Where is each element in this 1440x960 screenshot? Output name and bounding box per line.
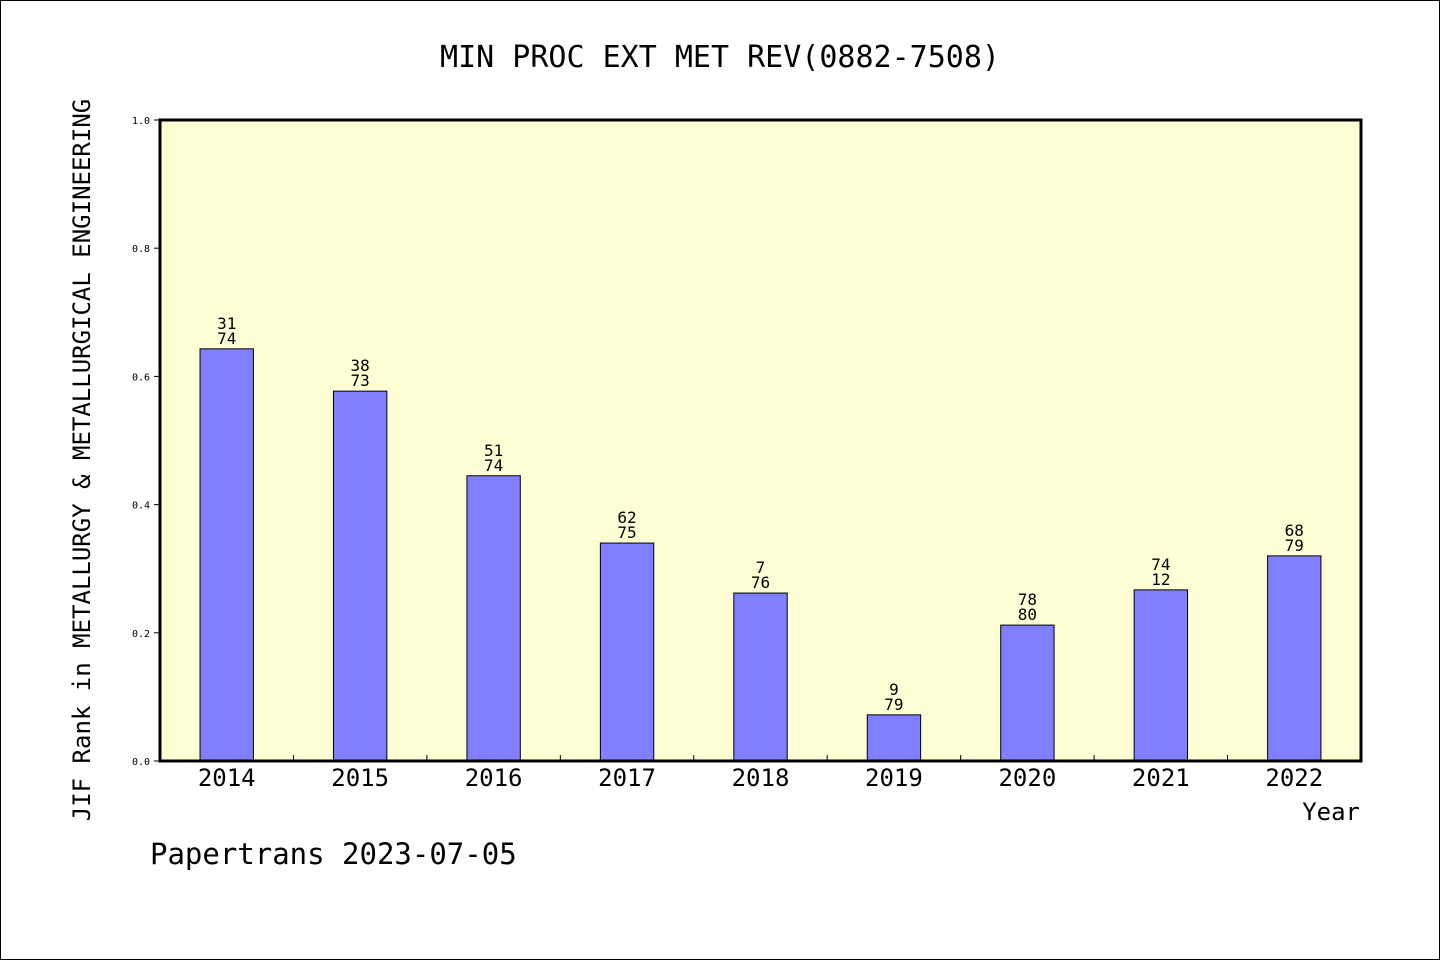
x-tick-label: 2017 (598, 764, 656, 792)
x-tick-label: 2021 (1132, 764, 1190, 792)
bar-label-total: 74 (484, 456, 503, 475)
bar-label-rank: 31 (217, 314, 236, 333)
bar-2017 (599, 542, 655, 762)
x-tick-label: 2015 (331, 764, 389, 792)
x-tick-label: 2020 (998, 764, 1056, 792)
bar-label-rank: 68 (1285, 521, 1304, 540)
bar-2022 (1267, 555, 1322, 762)
bar-2020 (1000, 624, 1055, 762)
bar-label-total: 74 (217, 329, 236, 348)
bar-label-total: 76 (751, 573, 770, 592)
x-tick-label: 2014 (198, 764, 256, 792)
y-tick-label: 0.8 (132, 244, 150, 255)
footer-credit: Papertrans 2023-07-05 (150, 837, 517, 871)
bar-label-total: 79 (1285, 536, 1304, 555)
bar-2019 (866, 714, 922, 762)
x-tick-label: 2019 (865, 764, 923, 792)
bar-label-rank: 78 (1018, 590, 1037, 609)
y-tick-label: 1.0 (132, 116, 150, 127)
y-tick-label: 0.4 (132, 501, 150, 512)
y-axis-label: JIF Rank in METALLURGY & METALLURGICAL E… (68, 99, 96, 821)
x-tick-label: 2022 (1265, 764, 1323, 792)
y-tick-label: 0.2 (132, 629, 150, 640)
chart-title: MIN PROC EXT MET REV(0882-7508) (440, 40, 1000, 75)
x-axis: 2014 2015 2016 2017 2018 2019 2020 2021 2022 (198, 755, 1323, 792)
plot-border (158, 118, 1363, 763)
bar-label-total: 75 (617, 523, 636, 542)
bar-label-total: 80 (1018, 605, 1037, 624)
bar-2016 (466, 475, 521, 762)
y-tick-label: 0.6 (132, 372, 150, 383)
y-axis: 0.0 0.2 0.4 0.6 0.8 1.0 (132, 116, 160, 768)
bar-label-rank: 9 (889, 680, 899, 699)
y-tick-label: 0.0 (132, 757, 150, 768)
bar-label-total: 12 (1151, 570, 1170, 589)
bar-2015 (332, 390, 388, 762)
bar-2018 (733, 592, 788, 762)
bar-label-rank: 62 (617, 508, 636, 527)
bars-group (199, 348, 1322, 762)
bar-label-total: 73 (351, 371, 370, 390)
x-tick-label: 2018 (732, 764, 790, 792)
x-axis-label: Year (1302, 798, 1360, 826)
bar-2014 (199, 348, 254, 762)
bar-label-total: 79 (884, 695, 903, 714)
bar-2021 (1133, 589, 1189, 762)
bar-label-rank: 38 (351, 356, 370, 375)
bar-label-rank: 51 (484, 441, 503, 460)
x-tick-label: 2016 (465, 764, 523, 792)
bar-label-rank: 74 (1151, 555, 1170, 574)
bar-label-rank: 7 (756, 558, 766, 577)
